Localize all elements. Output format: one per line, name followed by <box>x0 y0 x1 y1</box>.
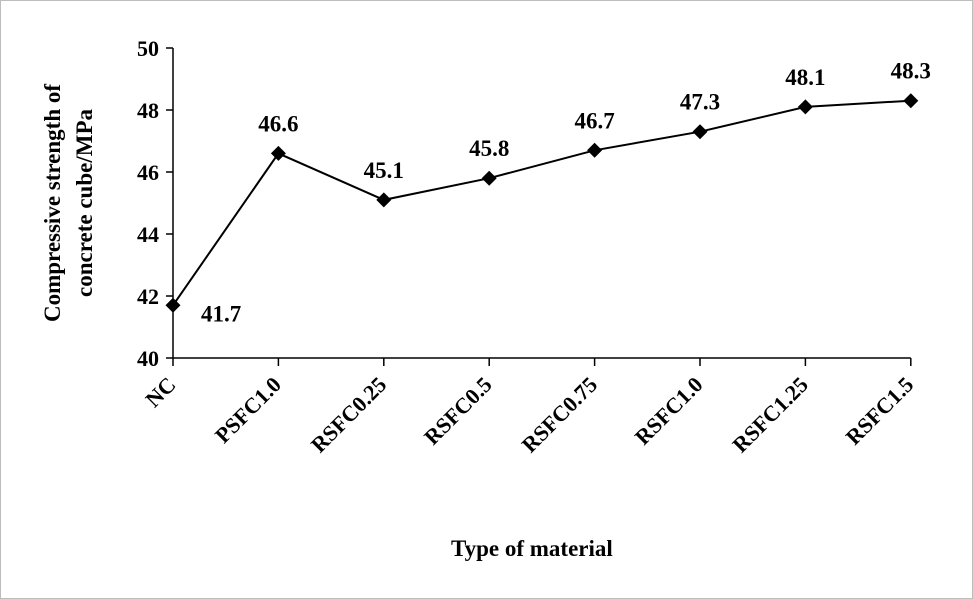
data-point <box>165 297 181 313</box>
y-tick-label: 40 <box>137 346 159 371</box>
y-tick-label: 42 <box>137 284 159 309</box>
y-axis-title-line: concrete cube/MPa <box>72 109 97 297</box>
category-label: RSFC0.25 <box>306 372 392 458</box>
data-point <box>376 192 392 208</box>
data-point <box>270 145 286 161</box>
y-tick-label: 44 <box>137 222 159 247</box>
data-point <box>692 124 708 140</box>
data-label: 46.7 <box>574 108 614 133</box>
axes <box>172 48 911 359</box>
data-label: 46.6 <box>258 111 298 136</box>
data-point <box>587 142 603 158</box>
data-point <box>481 170 497 186</box>
y-tick-label: 50 <box>137 36 159 61</box>
y-axis-title: Compressive strength of concrete cube/MPa <box>40 84 97 322</box>
data-markers <box>165 93 919 313</box>
y-axis-title-line: Compressive strength of <box>40 84 65 322</box>
category-label: RSFC1.25 <box>727 372 813 458</box>
data-label: 48.3 <box>891 59 931 84</box>
category-label: RSFC1.0 <box>630 372 708 450</box>
category-label: RSFC1.5 <box>841 372 919 450</box>
data-point <box>797 99 813 115</box>
data-label: 45.8 <box>469 136 509 161</box>
data-label: 45.1 <box>364 158 404 183</box>
category-label: NC <box>140 372 180 412</box>
data-label: 47.3 <box>680 90 720 115</box>
x-ticks <box>172 358 912 366</box>
series-line <box>172 99 911 306</box>
category-label: PSFC1.0 <box>210 372 286 448</box>
y-tick-label: 48 <box>137 98 159 123</box>
y-tick-label: 46 <box>137 160 159 185</box>
y-ticks: 40 42 44 46 48 50 <box>137 36 173 371</box>
category-label: RSFC0.5 <box>419 372 497 450</box>
data-label: 48.1 <box>785 65 825 90</box>
data-labels: 41.7 46.6 45.1 45.8 46.7 47.3 48.1 48.3 <box>201 59 931 327</box>
category-labels: NC PSFC1.0 RSFC0.25 RSFC0.5 RSFC0.75 RSFC1.0 R… <box>140 372 918 458</box>
data-label: 41.7 <box>201 301 241 326</box>
data-point <box>903 93 919 109</box>
category-label: RSFC0.75 <box>517 372 603 458</box>
x-axis-title: Type of material <box>451 536 613 561</box>
